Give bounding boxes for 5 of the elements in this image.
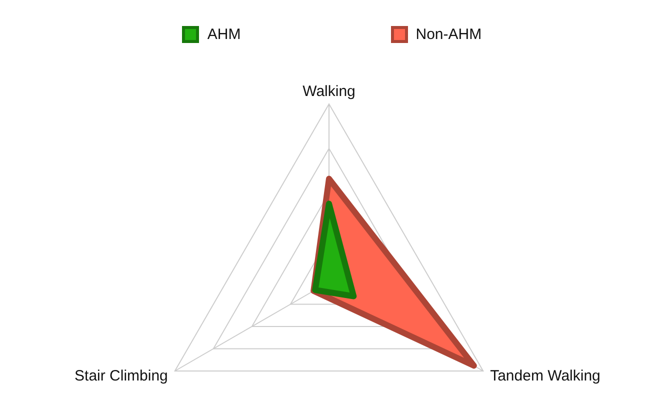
legend-label: AHM <box>207 26 241 43</box>
spoke-label: Walking <box>302 83 356 100</box>
spoke-label: Tandem Walking <box>490 367 600 384</box>
legend-label: Non-AHM <box>416 26 482 43</box>
spoke-label: Stair Climbing <box>74 367 168 384</box>
